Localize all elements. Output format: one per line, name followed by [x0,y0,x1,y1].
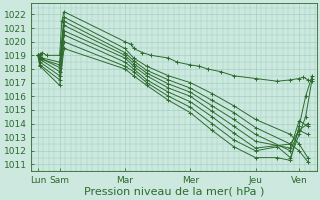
X-axis label: Pression niveau de la mer( hPa ): Pression niveau de la mer( hPa ) [84,187,264,197]
